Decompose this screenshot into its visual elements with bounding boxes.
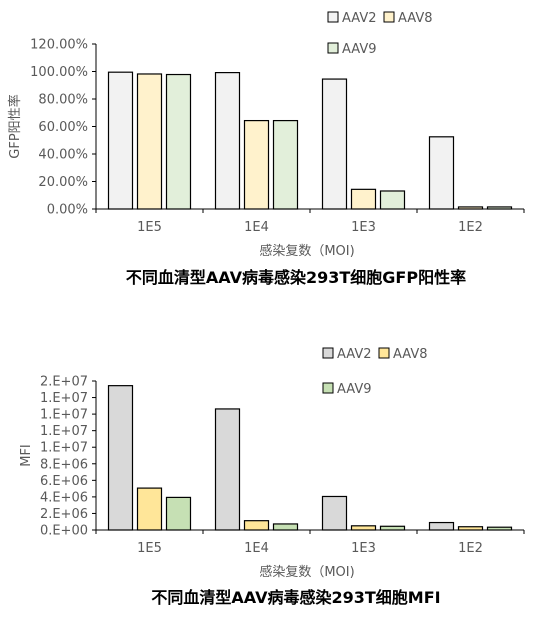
bar-aav2-1e4: [214, 71, 241, 210]
bar-aav2-1e4: [214, 408, 241, 531]
legend-swatch-aav9: [322, 382, 334, 394]
x-tick-label: 1E2: [458, 541, 483, 556]
legend-swatch-aav8: [378, 347, 390, 359]
chart-mfi: 0.E+002.E+064.E+066.E+068.E+061.E+071.E+…: [19, 347, 525, 607]
x-axis-label: 感染复数（MOI): [259, 564, 354, 580]
chart-gfp-positive-rate: 0.00% 20.00% 40.00% 60.00% 80.00% 100.00% 120.…: [7, 11, 525, 287]
bar-aav9-1e2: [486, 206, 513, 210]
bar-aav9-1e3: [379, 190, 406, 210]
bar-aav9-1e2: [486, 526, 513, 531]
y-tick-label: 1.E+07: [40, 441, 88, 456]
y-tick-label: 60.00%: [38, 120, 88, 135]
bar-aav8-1e5: [136, 73, 163, 210]
y-tick-label: 40.00%: [38, 148, 88, 163]
y-axis-label: GFP阳性率: [7, 94, 23, 158]
x-tick-label: 1E5: [137, 541, 162, 556]
legend-label-aav9: AAV9: [342, 42, 376, 57]
bar-aav8-1e2: [457, 206, 484, 210]
y-tick-label: 120.00%: [30, 38, 88, 53]
bar-aav8-1e3: [350, 525, 377, 531]
y-tick-label: 2.E+07: [40, 375, 88, 390]
legend-label-aav9: AAV9: [337, 382, 371, 397]
legend-swatch-aav2: [327, 11, 339, 23]
x-tick-label: 1E4: [244, 220, 269, 235]
x-tick-label: 1E5: [137, 220, 162, 235]
bar-aav8-1e3: [350, 188, 377, 210]
bar-aav2-1e5: [107, 71, 134, 210]
y-tick-label: 20.00%: [38, 175, 88, 190]
legend-swatch-aav8: [383, 11, 395, 23]
y-tick-label: 0.E+00: [40, 524, 88, 539]
x-tick-label: 1E3: [351, 541, 376, 556]
x-tick-label: 1E3: [351, 220, 376, 235]
bar-aav2-1e2: [428, 521, 455, 531]
legend-label-aav2: AAV2: [342, 11, 376, 26]
bar-aav9-1e5: [165, 496, 192, 531]
bar-aav2-1e5: [107, 385, 134, 531]
bar-aav2-1e3: [321, 495, 348, 531]
x-tick-label: 1E2: [458, 220, 483, 235]
bar-aav9-1e3: [379, 525, 406, 531]
y-tick-label: 8.E+06: [40, 457, 88, 472]
bar-aav9-1e5: [165, 73, 192, 210]
legend-label-aav2: AAV2: [337, 347, 371, 362]
legend-label-aav8: AAV8: [398, 11, 432, 26]
legend-swatch-aav9: [327, 42, 339, 54]
y-tick-label: 1.E+07: [40, 408, 88, 423]
y-tick-label: 80.00%: [38, 93, 88, 108]
bar-aav8-1e4: [243, 520, 270, 531]
x-tick-label: 1E4: [244, 541, 269, 556]
bar-aav8-1e4: [243, 119, 270, 210]
chart-title: 不同血清型AAV病毒感染293T细胞GFP阳性率: [126, 268, 466, 287]
y-tick-label: 1.E+07: [40, 424, 88, 439]
x-axis-label: 感染复数（MOI): [259, 243, 354, 259]
y-tick-label: 2.E+06: [40, 507, 88, 522]
bar-aav8-1e2: [457, 526, 484, 531]
chart-title: 不同血清型AAV病毒感染293T细胞MFI: [151, 588, 440, 607]
bar-aav9-1e4: [272, 523, 299, 531]
bar-aav9-1e4: [272, 119, 299, 210]
y-axis-label: MFI: [19, 444, 34, 467]
bar-aav2-1e2: [428, 136, 455, 210]
y-tick-label: 6.E+06: [40, 474, 88, 489]
bar-aav2-1e3: [321, 78, 348, 210]
y-tick-label: 100.00%: [30, 65, 88, 80]
legend-label-aav8: AAV8: [393, 347, 427, 362]
bar-aav8-1e5: [136, 487, 163, 531]
y-tick-label: 1.E+07: [40, 391, 88, 406]
y-tick-label: 0.00%: [47, 203, 88, 218]
legend-swatch-aav2: [322, 347, 334, 359]
y-tick-label: 4.E+06: [40, 490, 88, 505]
